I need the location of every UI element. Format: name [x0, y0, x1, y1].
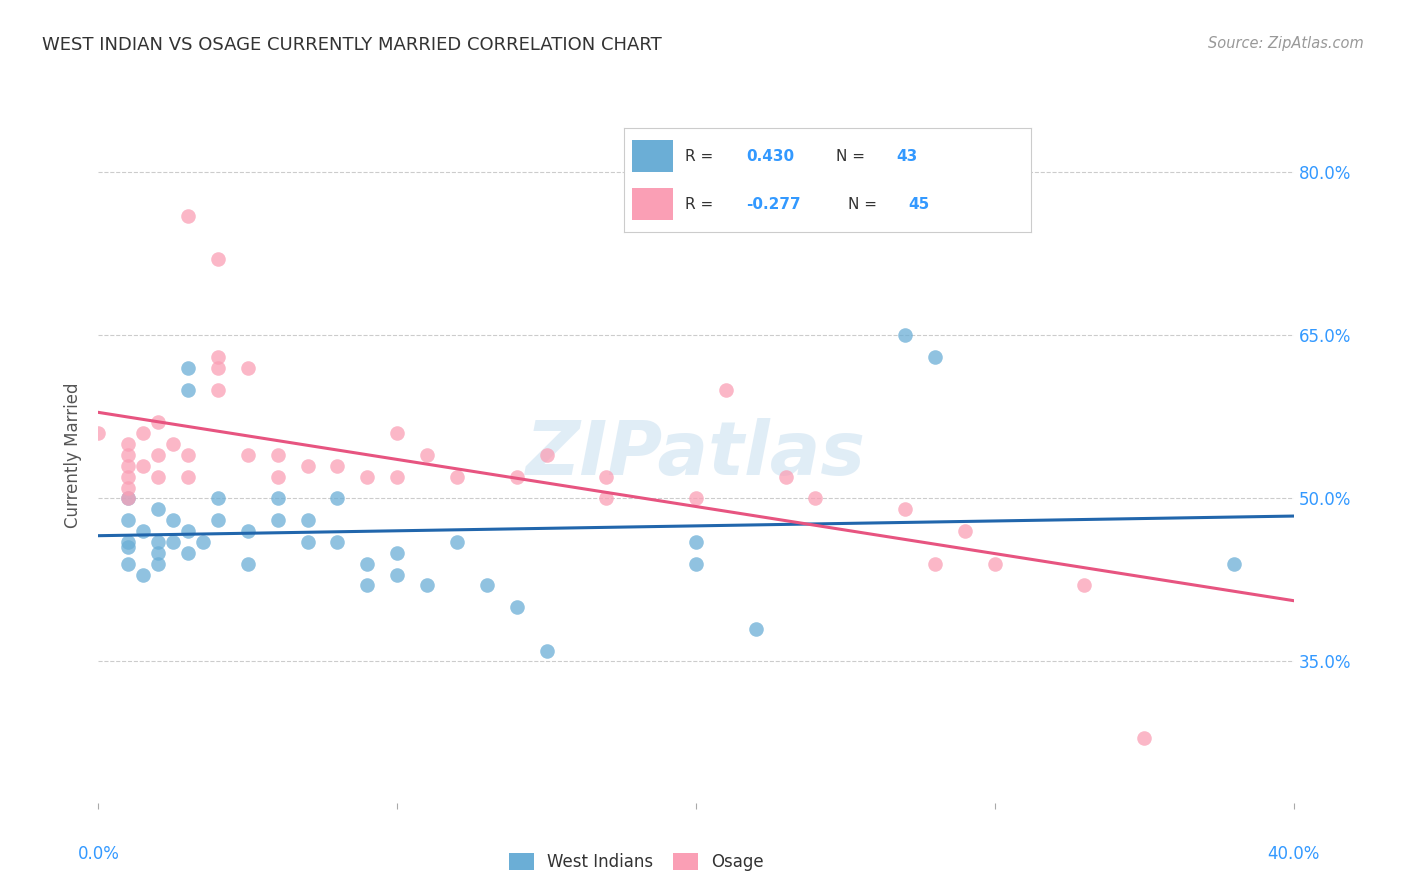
Point	[148, 448, 170, 462]
Point	[177, 448, 200, 462]
Point	[117, 469, 139, 483]
Point	[236, 557, 259, 571]
Text: Source: ZipAtlas.com: Source: ZipAtlas.com	[1208, 36, 1364, 51]
Point	[924, 557, 946, 571]
Point	[297, 534, 319, 549]
Point	[207, 360, 229, 375]
Point	[177, 524, 200, 538]
Point	[953, 524, 976, 538]
Point	[356, 557, 378, 571]
Point	[924, 350, 946, 364]
Point	[385, 426, 409, 441]
Point	[416, 578, 439, 592]
Point	[775, 469, 797, 483]
Point	[117, 513, 139, 527]
Text: 0.0%: 0.0%	[77, 845, 120, 863]
Point	[177, 546, 200, 560]
Point	[385, 567, 409, 582]
Point	[326, 491, 349, 506]
Point	[148, 546, 170, 560]
Point	[87, 426, 110, 441]
Point	[267, 513, 290, 527]
Point	[148, 469, 170, 483]
Point	[236, 524, 259, 538]
Point	[267, 469, 290, 483]
Point	[132, 458, 155, 473]
Point	[1223, 557, 1246, 571]
Point	[326, 458, 349, 473]
Point	[1073, 578, 1095, 592]
Legend: West Indians, Osage: West Indians, Osage	[502, 847, 770, 878]
Text: WEST INDIAN VS OSAGE CURRENTLY MARRIED CORRELATION CHART: WEST INDIAN VS OSAGE CURRENTLY MARRIED C…	[42, 36, 662, 54]
Point	[117, 491, 139, 506]
Point	[536, 643, 558, 657]
Point	[506, 600, 529, 615]
Point	[117, 534, 139, 549]
Point	[745, 622, 768, 636]
Point	[162, 513, 184, 527]
Point	[356, 469, 378, 483]
Point	[446, 534, 468, 549]
Point	[117, 458, 139, 473]
Point	[267, 491, 290, 506]
Point	[132, 524, 155, 538]
Point	[536, 448, 558, 462]
Point	[148, 557, 170, 571]
Text: 40.0%: 40.0%	[1267, 845, 1320, 863]
Point	[385, 546, 409, 560]
Point	[894, 502, 917, 516]
Point	[117, 557, 139, 571]
Point	[984, 557, 1007, 571]
Point	[446, 469, 468, 483]
Point	[148, 415, 170, 429]
Point	[177, 469, 200, 483]
Text: ZIPatlas: ZIPatlas	[526, 418, 866, 491]
Point	[894, 328, 917, 343]
Point	[685, 534, 707, 549]
Point	[297, 513, 319, 527]
Point	[297, 458, 319, 473]
Point	[236, 360, 259, 375]
Point	[132, 426, 155, 441]
Point	[117, 481, 139, 495]
Point	[475, 578, 498, 592]
Point	[117, 541, 139, 555]
Point	[207, 252, 229, 267]
Point	[177, 360, 200, 375]
Point	[595, 491, 617, 506]
Point	[207, 491, 229, 506]
Point	[416, 448, 439, 462]
Point	[714, 383, 737, 397]
Point	[162, 437, 184, 451]
Point	[148, 502, 170, 516]
Point	[804, 491, 827, 506]
Point	[191, 534, 214, 549]
Point	[177, 383, 200, 397]
Point	[385, 469, 409, 483]
Point	[177, 209, 200, 223]
Point	[356, 578, 378, 592]
Y-axis label: Currently Married: Currently Married	[65, 382, 83, 528]
Point	[207, 383, 229, 397]
Point	[595, 469, 617, 483]
Point	[132, 567, 155, 582]
Point	[1133, 731, 1156, 745]
Point	[207, 350, 229, 364]
Point	[236, 448, 259, 462]
Point	[267, 448, 290, 462]
Point	[117, 437, 139, 451]
Point	[117, 448, 139, 462]
Point	[506, 469, 529, 483]
Point	[685, 557, 707, 571]
Point	[207, 513, 229, 527]
Point	[117, 491, 139, 506]
Point	[685, 491, 707, 506]
Point	[326, 534, 349, 549]
Point	[162, 534, 184, 549]
Point	[148, 534, 170, 549]
